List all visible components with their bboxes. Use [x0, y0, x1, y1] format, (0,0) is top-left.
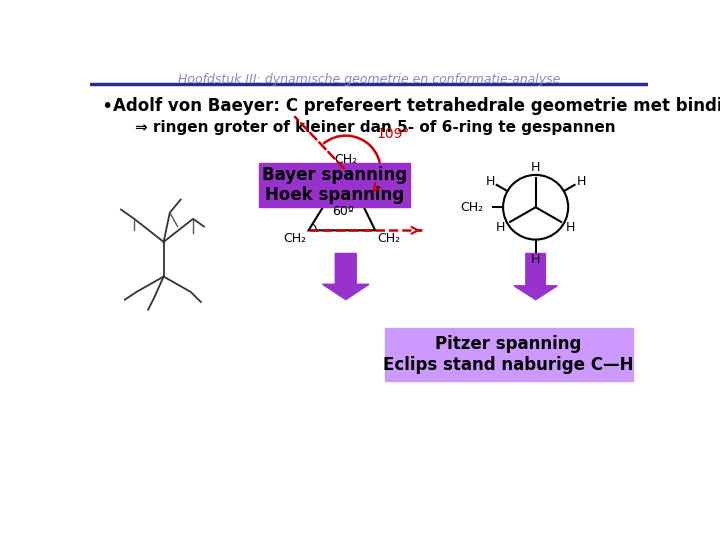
Text: ⇒ ringen groter of kleiner dan 5- of 6-ring te gespannen: ⇒ ringen groter of kleiner dan 5- of 6-r… [135, 120, 616, 135]
Text: Hoofdstuk III: dynamische geometrie en conformatie-analyse: Hoofdstuk III: dynamische geometrie en c… [178, 72, 560, 85]
Text: H: H [566, 221, 575, 234]
Text: H: H [531, 253, 540, 266]
Text: H: H [485, 174, 495, 187]
Text: H: H [496, 221, 505, 234]
Text: •: • [101, 97, 112, 116]
Text: Bayer spanning
Hoek spanning: Bayer spanning Hoek spanning [262, 166, 407, 204]
Polygon shape [323, 253, 369, 300]
FancyBboxPatch shape [384, 328, 632, 381]
FancyBboxPatch shape [259, 163, 410, 207]
Text: Pitzer spanning
Eclips stand naburige C—H: Pitzer spanning Eclips stand naburige C—… [383, 335, 634, 374]
Text: 60º: 60º [332, 205, 354, 218]
Text: H: H [577, 174, 586, 187]
Text: Adolf von Baeyer: C prefereert tetrahedrale geometrie met bindingshoeken van 109: Adolf von Baeyer: C prefereert tetrahedr… [113, 97, 720, 115]
Text: CH₂: CH₂ [460, 201, 483, 214]
Text: 109°: 109° [377, 127, 410, 141]
Text: CH₂: CH₂ [283, 232, 306, 245]
Text: CH₂: CH₂ [334, 153, 357, 166]
Polygon shape [514, 253, 557, 300]
Text: H: H [531, 161, 540, 174]
Text: CH₂: CH₂ [377, 232, 400, 245]
